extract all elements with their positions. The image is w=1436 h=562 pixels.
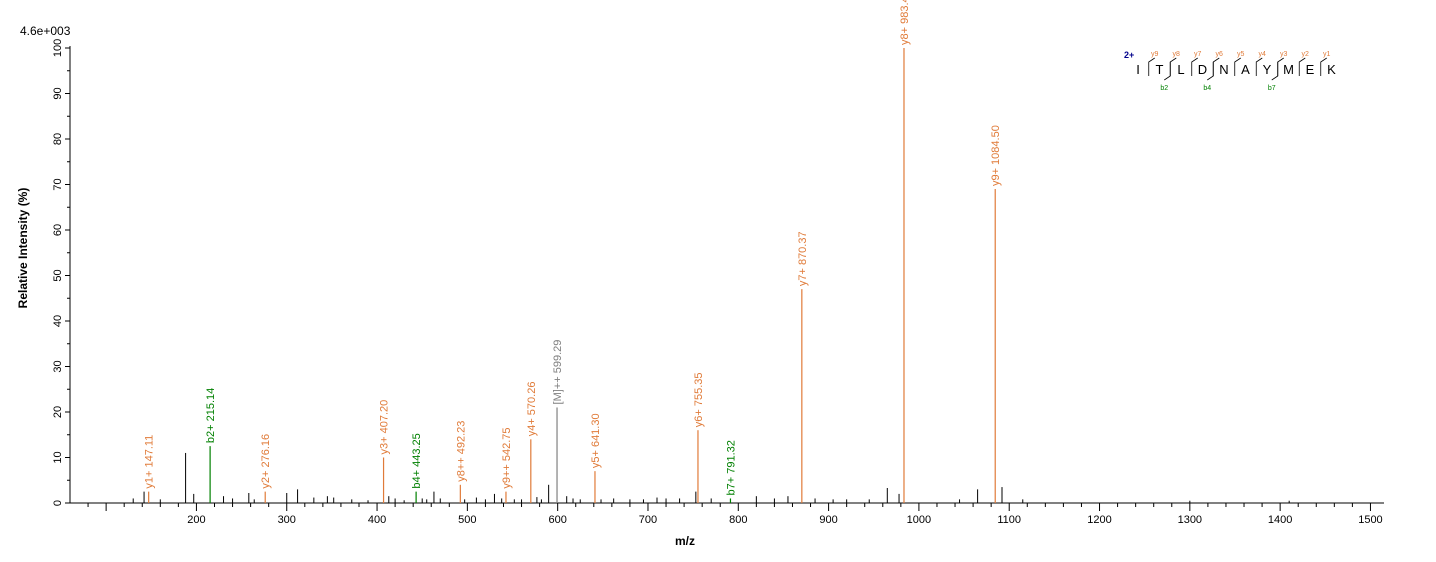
y-ion-label: y6 (1216, 51, 1224, 58)
x-tick-label: 600 (548, 514, 566, 526)
x-tick-label: 200 (187, 514, 205, 526)
y-ion-bracket (1255, 57, 1263, 76)
y-ion-label: y1 (1323, 51, 1331, 58)
sequence-residue: M (1283, 62, 1294, 77)
peak-label: b2+ 215.14 (205, 388, 217, 443)
x-tick-label: 700 (639, 514, 657, 526)
x-tick-label: 1100 (997, 514, 1021, 526)
peak-label: b7+ 791.32 (725, 440, 737, 495)
x-tick-label: 1300 (1178, 514, 1202, 526)
y-tick-label: 70 (52, 178, 64, 190)
y-tick-label: 20 (52, 406, 64, 418)
sequence-coverage-map: 2+I T L D N A Y M E Ky9 y8 y7 y6 y5 y4 y3 y2 y1 b2 b4 b7 (1124, 50, 1336, 92)
peak-label: y5+ 641.30 (590, 413, 602, 468)
charge-state-label: 2+ (1124, 50, 1134, 60)
peak-label: [M]++ 599.29 (552, 340, 564, 405)
peak-label: y8+ 983.48 (899, 0, 911, 45)
b-ion-bracket (1271, 62, 1279, 81)
x-tick-label: 400 (368, 514, 386, 526)
y-ion-bracket (1234, 57, 1241, 76)
y-ion-bracket (1148, 57, 1155, 76)
y-tick-label: 80 (52, 133, 64, 145)
b-ion-bracket (1164, 62, 1171, 81)
peak-label: y9+ 1084.50 (990, 125, 1002, 186)
x-tick-label: 1200 (1087, 514, 1111, 526)
x-tick-label: 300 (278, 514, 296, 526)
peak-label: y6+ 755.35 (693, 372, 705, 427)
sequence-residue: A (1241, 62, 1250, 77)
y-ion-bracket (1320, 57, 1327, 76)
sequence-residue: D (1198, 62, 1207, 77)
sequence-residue: N (1219, 62, 1228, 77)
intensity-scale-label: 4.6e+003 (20, 24, 71, 38)
spectrum-peaks (132, 48, 1290, 503)
peak-labels: y1+ 147.11 b2+ 215.14 y2+ 276.16 y3+ 407.20… (144, 0, 1003, 495)
y-axis-ticks: 0 10 20 30 40 50 60 70 80 90 100 (52, 39, 70, 506)
b-ion-label: b7 (1268, 85, 1276, 92)
y-tick-label: 90 (52, 87, 64, 99)
sequence-residue: T (1156, 62, 1164, 77)
peak-label: y9++ 542.75 (501, 427, 513, 488)
y-ion-label: y8 (1173, 51, 1181, 58)
y-axis-title: Relative Intensity (%) (16, 188, 30, 309)
x-tick-label: 1500 (1358, 514, 1382, 526)
sequence-residue: K (1327, 62, 1336, 77)
peak-label: y1+ 147.11 (144, 435, 156, 489)
sequence-residue: L (1177, 62, 1184, 77)
y-ion-label: y3 (1280, 51, 1288, 58)
x-tick-label: 800 (729, 514, 747, 526)
y-tick-label: 0 (52, 500, 64, 506)
peak-label: y3+ 407.20 (379, 400, 391, 455)
x-tick-label: 500 (458, 514, 476, 526)
peak-label: y7+ 870.37 (797, 231, 809, 286)
x-axis-title: m/z (675, 534, 695, 548)
peak-label: y2+ 276.16 (260, 434, 272, 489)
peak-label: b4+ 443.25 (411, 433, 423, 488)
peak-label: y8++ 492.23 (455, 421, 467, 482)
y-ion-label: y9 (1151, 51, 1159, 58)
y-ion-label: y7 (1194, 51, 1202, 58)
peak-label: y4+ 570.26 (526, 382, 538, 437)
x-tick-label: 1000 (907, 514, 931, 526)
y-ion-bracket (1298, 57, 1306, 76)
x-tick-label: 1400 (1268, 514, 1292, 526)
y-tick-label: 10 (52, 451, 64, 463)
y-ion-label: y4 (1259, 51, 1267, 58)
sequence-residue: I (1136, 62, 1140, 77)
y-ion-bracket (1191, 57, 1198, 76)
x-axis-ticks: 200 300 400 500 600 700 800 900 1000 1100 1200 1300… (87, 503, 1383, 526)
y-tick-label: 60 (52, 224, 64, 236)
y-tick-label: 30 (52, 360, 64, 372)
sequence-residue: Y (1263, 62, 1272, 77)
y-tick-label: 40 (52, 315, 64, 327)
b-ion-label: b2 (1160, 85, 1168, 92)
y-tick-label: 100 (52, 39, 64, 57)
y-ion-bracket (1169, 57, 1177, 76)
x-tick-label: 900 (819, 514, 837, 526)
y-tick-label: 50 (52, 269, 64, 281)
y-ion-label: y2 (1302, 51, 1310, 58)
sequence-residue: E (1306, 62, 1315, 77)
b-ion-label: b4 (1203, 85, 1211, 92)
y-ion-label: y5 (1237, 51, 1245, 58)
b-ion-bracket (1207, 62, 1214, 81)
